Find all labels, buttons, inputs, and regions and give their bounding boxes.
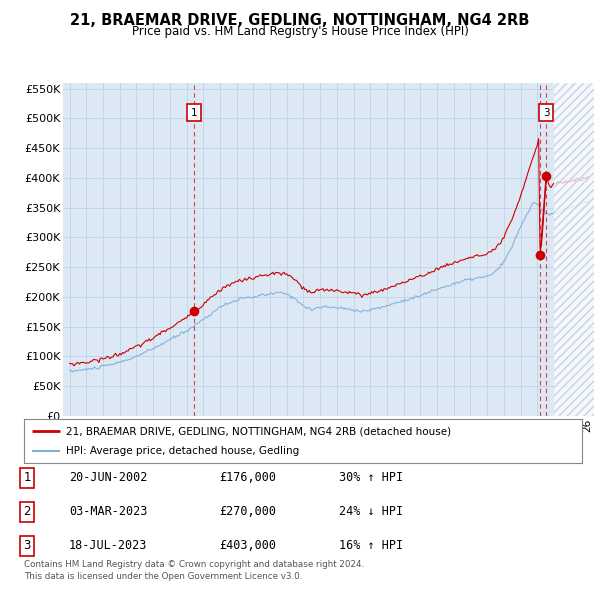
- Text: 20-JUN-2002: 20-JUN-2002: [69, 471, 148, 484]
- Text: £176,000: £176,000: [219, 471, 276, 484]
- Text: Contains HM Land Registry data © Crown copyright and database right 2024.
This d: Contains HM Land Registry data © Crown c…: [24, 560, 364, 581]
- Text: HPI: Average price, detached house, Gedling: HPI: Average price, detached house, Gedl…: [66, 446, 299, 455]
- Text: 3: 3: [543, 107, 550, 117]
- Bar: [554, 83, 594, 416]
- Text: £270,000: £270,000: [219, 505, 276, 519]
- Text: 24% ↓ HPI: 24% ↓ HPI: [339, 505, 403, 519]
- Text: 2: 2: [23, 505, 31, 519]
- Text: 21, BRAEMAR DRIVE, GEDLING, NOTTINGHAM, NG4 2RB (detached house): 21, BRAEMAR DRIVE, GEDLING, NOTTINGHAM, …: [66, 427, 451, 436]
- Text: 1: 1: [191, 107, 198, 117]
- Text: £403,000: £403,000: [219, 539, 276, 552]
- Text: 30% ↑ HPI: 30% ↑ HPI: [339, 471, 403, 484]
- Text: Price paid vs. HM Land Registry's House Price Index (HPI): Price paid vs. HM Land Registry's House …: [131, 25, 469, 38]
- Text: 16% ↑ HPI: 16% ↑ HPI: [339, 539, 403, 552]
- Text: 1: 1: [23, 471, 31, 484]
- Bar: [554, 83, 594, 416]
- Text: 18-JUL-2023: 18-JUL-2023: [69, 539, 148, 552]
- Text: 3: 3: [23, 539, 31, 552]
- Text: 21, BRAEMAR DRIVE, GEDLING, NOTTINGHAM, NG4 2RB: 21, BRAEMAR DRIVE, GEDLING, NOTTINGHAM, …: [70, 13, 530, 28]
- Text: 03-MAR-2023: 03-MAR-2023: [69, 505, 148, 519]
